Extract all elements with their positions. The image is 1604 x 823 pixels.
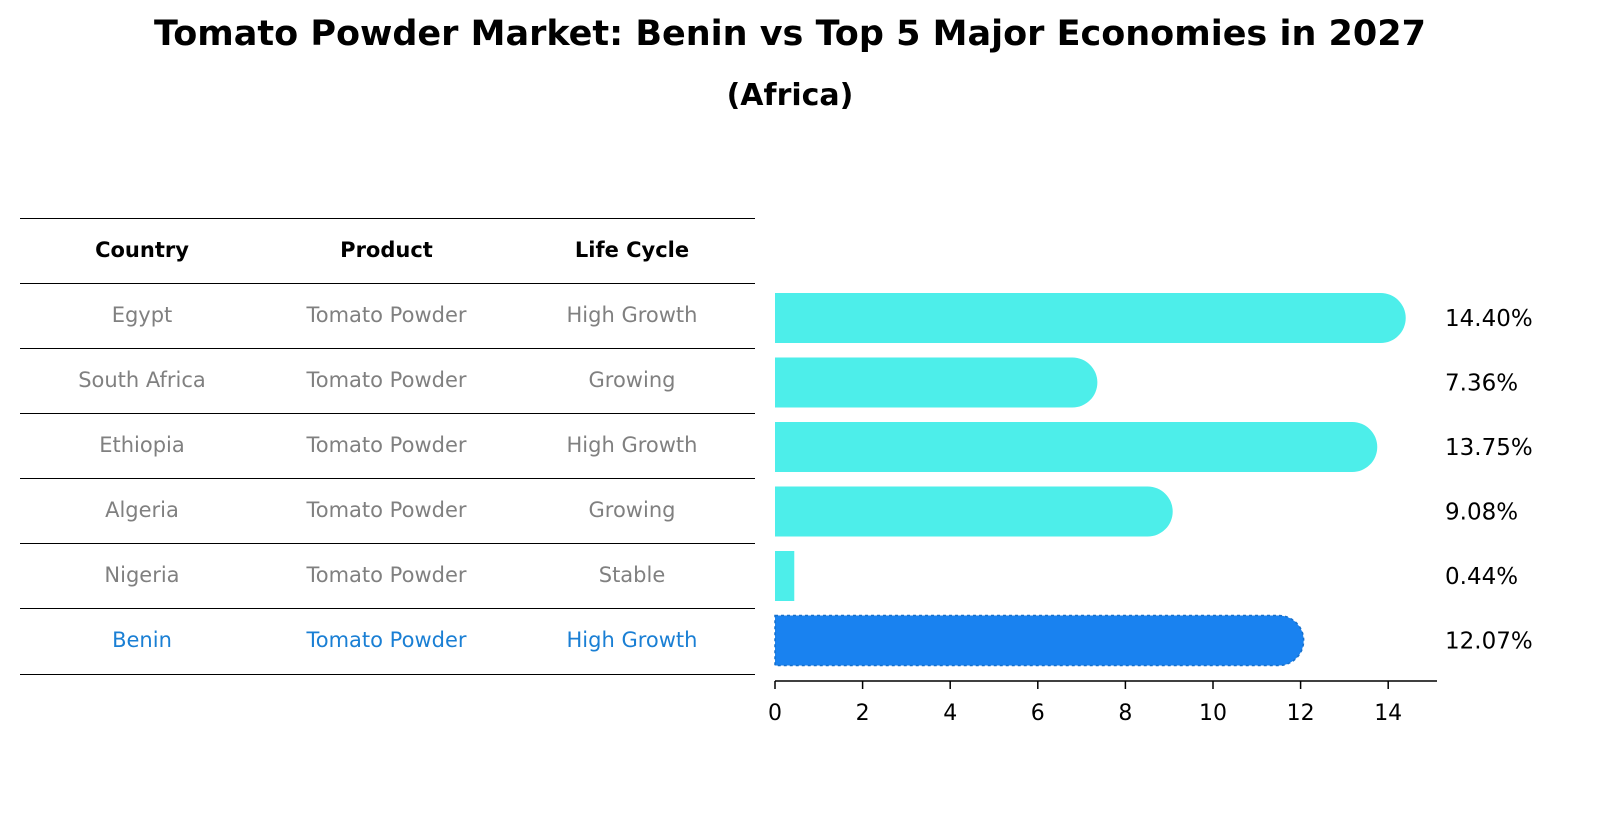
table-row: South Africa Tomato Powder Growing [20, 348, 755, 413]
header-product: Product [340, 238, 433, 262]
cell-life-cycle: Growing [588, 498, 676, 522]
cell-product: Tomato Powder [306, 303, 467, 327]
cell-life-cycle: High Growth [566, 628, 698, 652]
cell-country: Nigeria [104, 563, 180, 587]
x-tick-label: 10 [1199, 701, 1227, 726]
cell-product: Tomato Powder [306, 433, 467, 457]
cell-life-cycle: Growing [588, 368, 676, 392]
table-row: Ethiopia Tomato Powder High Growth [20, 413, 755, 478]
x-tick-label: 14 [1374, 701, 1402, 726]
bar-south-africa [775, 357, 1098, 408]
bar-nigeria [775, 551, 795, 601]
cell-life-cycle: Stable [598, 563, 666, 587]
header-country: Country [95, 238, 189, 262]
bar-value-label: 9.08% [1445, 500, 1518, 526]
bar-algeria [775, 486, 1173, 537]
cell-country: Egypt [111, 303, 173, 327]
bar-value-label: 13.75% [1445, 435, 1533, 461]
header-life-cycle: Life Cycle [574, 238, 690, 262]
x-tick-label: 8 [1118, 701, 1132, 726]
bar-value-label: 14.40% [1445, 306, 1533, 332]
bar-value-label: 0.44% [1445, 564, 1518, 590]
cell-country: Algeria [105, 498, 179, 522]
x-tick-label: 2 [856, 701, 870, 726]
x-tick-label: 0 [768, 701, 782, 726]
cell-life-cycle: High Growth [566, 433, 698, 457]
chart-subtitle: (Africa) [726, 78, 854, 113]
table-row: Nigeria Tomato Powder Stable [20, 543, 755, 608]
table-row-highlighted: Benin Tomato Powder High Growth [20, 608, 755, 675]
table-row: Egypt Tomato Powder High Growth [20, 283, 755, 348]
x-tick-label: 6 [1031, 701, 1045, 726]
x-tick-label: 12 [1287, 701, 1315, 726]
chart-title: Tomato Powder Market: Benin vs Top 5 Maj… [154, 14, 1426, 54]
x-tick-label: 4 [943, 701, 957, 726]
table-row: Algeria Tomato Powder Growing [20, 478, 755, 543]
cell-life-cycle: High Growth [566, 303, 698, 327]
cell-country: Ethiopia [99, 433, 185, 457]
market-table: Country Product Life Cycle Egypt Tomato … [20, 218, 755, 675]
bar-egypt [775, 293, 1406, 343]
cell-product: Tomato Powder [306, 563, 467, 587]
cell-product: Tomato Powder [306, 628, 467, 652]
cell-country: Benin [112, 628, 172, 652]
cell-country: South Africa [78, 368, 206, 392]
bar-value-label: 7.36% [1445, 371, 1518, 397]
cell-product: Tomato Powder [306, 498, 467, 522]
bar-benin [774, 614, 1305, 667]
cell-product: Tomato Powder [306, 368, 467, 392]
table-header-row: Country Product Life Cycle [20, 218, 755, 283]
bar-value-label: 12.07% [1445, 629, 1533, 655]
bar-ethiopia [775, 422, 1378, 472]
